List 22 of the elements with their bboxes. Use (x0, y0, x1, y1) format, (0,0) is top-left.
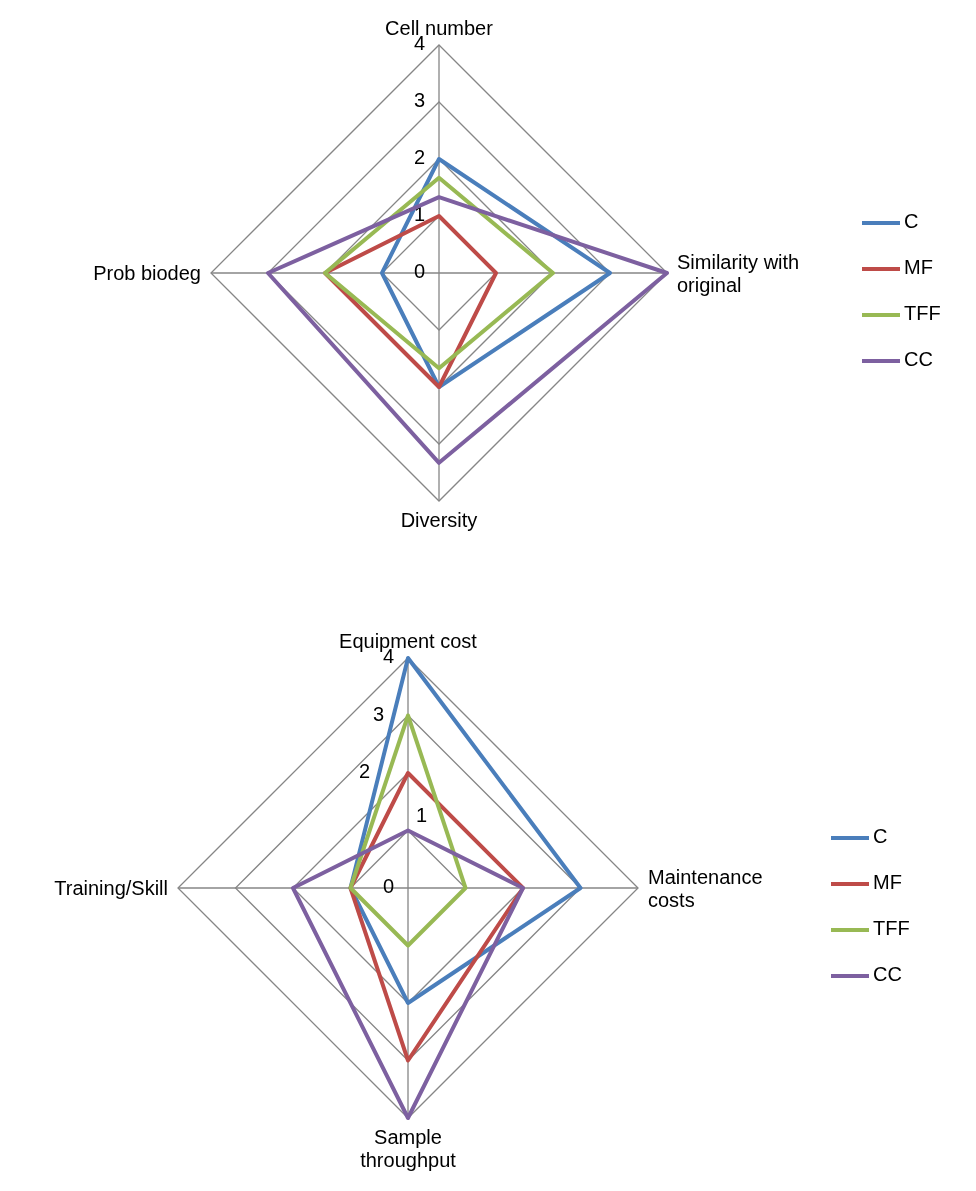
spoke-label: Sample throughput (360, 1126, 457, 1171)
y-tick-label: 0 (413, 260, 425, 283)
spoke-label: Maintenance costs (648, 865, 763, 911)
legend-label: CC (904, 348, 933, 371)
y-tick-label: 3 (372, 702, 384, 725)
y-tick-label: 3 (413, 89, 425, 112)
y-tick-label: 2 (358, 760, 370, 783)
legend-label: TFF (904, 302, 941, 325)
legend-label: MF (904, 256, 933, 279)
y-tick-label: 0 (382, 875, 394, 898)
y-tick-label: 1 (413, 203, 425, 226)
y-tick-label: 1 (416, 803, 428, 826)
legend-label: C (873, 825, 888, 848)
legend-label: C (904, 210, 919, 233)
spoke-label: Training/Skill (54, 877, 168, 899)
spoke-label: Prob biodeg (93, 262, 201, 284)
legend-label: TFF (873, 917, 910, 940)
spoke-label: Diversity (400, 509, 478, 531)
legend-label: MF (873, 871, 902, 894)
spoke-label: Similarity with original (677, 250, 800, 296)
y-tick-label: 2 (413, 146, 425, 169)
legend-label: CC (873, 963, 902, 986)
